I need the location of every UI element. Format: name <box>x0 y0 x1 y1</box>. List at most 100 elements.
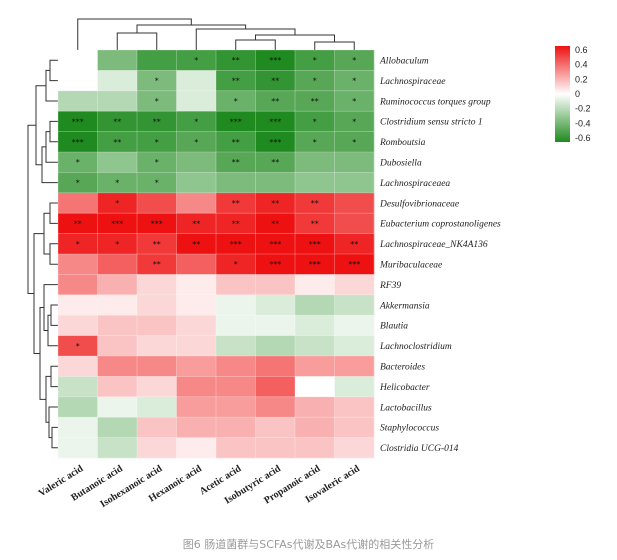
significance-mark: *** <box>151 219 163 228</box>
heatmap-cell <box>58 233 98 255</box>
heatmap-cell <box>137 70 177 92</box>
heatmap-cell <box>97 213 138 234</box>
significance-mark: * <box>155 138 159 147</box>
significance-mark: ** <box>113 117 121 126</box>
row-label: Clostridium sensu stricto 1 <box>380 118 483 128</box>
significance-mark: ** <box>232 77 240 86</box>
significance-mark: ** <box>271 158 279 167</box>
significance-mark: * <box>352 138 356 147</box>
significance-mark: ** <box>311 199 319 208</box>
dendrogram-branch <box>35 85 46 166</box>
row-label: Akkermansia <box>379 301 430 311</box>
heatmap-cell <box>58 50 98 71</box>
dendrogram-branch <box>50 304 58 326</box>
heatmap-cell <box>255 417 296 438</box>
heatmap-cell <box>216 233 256 255</box>
heatmap-cell <box>216 70 256 92</box>
heatmap-cell <box>255 356 296 377</box>
heatmap-cell <box>295 111 335 132</box>
heatmap-cell <box>137 90 177 112</box>
row-label: Lachnoclostridium <box>379 342 452 352</box>
significance-mark: ** <box>153 260 161 269</box>
heatmap-cell <box>295 396 335 418</box>
significance-mark: * <box>155 179 159 188</box>
row-label: Desulfovibrionaceae <box>379 198 459 209</box>
heatmap-cell <box>255 172 296 194</box>
significance-mark: * <box>352 117 356 126</box>
heatmap-cell <box>137 294 177 316</box>
significance-mark: *** <box>111 219 123 228</box>
heatmap-cell <box>295 213 335 234</box>
color-scale-tick-label: 0.2 <box>575 74 588 84</box>
significance-mark: * <box>313 117 317 126</box>
significance-mark: *** <box>269 260 281 269</box>
heatmap-cell <box>58 437 98 459</box>
row-label: Lactobacillus <box>379 403 432 413</box>
heatmap-cell <box>216 50 256 71</box>
heatmap-cell <box>137 172 177 194</box>
heatmap-cell <box>97 396 138 418</box>
heatmap-cell <box>176 396 217 418</box>
heatmap-cell <box>137 254 177 275</box>
significance-mark: ** <box>192 240 200 249</box>
heatmap-cell <box>295 192 335 214</box>
heatmap-cell <box>97 131 138 153</box>
heatmap-cell <box>255 90 296 112</box>
heatmap-cell <box>334 356 375 377</box>
heatmap-cell <box>255 233 296 255</box>
heatmap-cell <box>176 50 217 71</box>
heatmap-cell <box>216 376 256 398</box>
significance-mark: ** <box>232 56 240 65</box>
significance-mark: ** <box>232 199 240 208</box>
dendrogram-branch <box>43 212 50 255</box>
heatmap-cell <box>295 315 335 336</box>
heatmap-cell <box>334 192 375 214</box>
heatmap-cell <box>334 50 375 71</box>
heatmap-cell <box>137 50 177 71</box>
dendrogram-branch <box>50 365 58 388</box>
heatmap-cell <box>334 335 375 357</box>
heatmap-cell <box>176 213 217 234</box>
heatmap-cells <box>57 49 375 459</box>
heatmap-cell <box>216 131 256 153</box>
heatmap-cell <box>176 417 217 438</box>
heatmap-cell <box>58 376 98 398</box>
color-scale-tick-label: 0.4 <box>575 60 588 70</box>
heatmap-cell <box>137 131 177 153</box>
heatmap-cell <box>255 111 296 132</box>
row-label: Blautia <box>380 322 408 332</box>
heatmap-cell <box>216 356 256 377</box>
significance-mark: *** <box>72 138 84 147</box>
heatmap-cell <box>334 376 375 398</box>
dendrogram-branch <box>41 146 58 184</box>
heatmap-cell <box>334 172 375 194</box>
figure-caption: 图6 肠道菌群与SCFAs代谢及BAs代谢的相关性分析 <box>182 538 435 551</box>
significance-mark: * <box>234 260 238 269</box>
significance-mark: ** <box>311 219 319 228</box>
heatmap-cell <box>176 152 217 173</box>
heatmap-cell <box>58 90 98 112</box>
heatmap-cell <box>176 315 217 336</box>
heatmap-cell <box>58 172 98 194</box>
dendrogram-branch <box>47 314 58 347</box>
heatmap-cell <box>58 152 98 173</box>
heatmap-cell <box>97 294 138 316</box>
color-scale-tick-label: -0.4 <box>575 118 591 128</box>
significance-mark: *** <box>269 117 281 126</box>
significance-mark: * <box>313 56 317 65</box>
significance-mark: * <box>194 138 198 147</box>
dendrogram-branch <box>45 69 58 102</box>
heatmap-cell <box>295 152 335 173</box>
heatmap-cell <box>137 356 177 377</box>
heatmap-cell <box>295 376 335 398</box>
heatmap-cell <box>58 335 98 357</box>
heatmap-cell <box>255 437 296 459</box>
heatmap-cell <box>255 213 296 234</box>
heatmap-cell <box>176 111 217 132</box>
heatmap-cell <box>216 111 256 132</box>
heatmap-cell <box>58 192 98 214</box>
significance-mark: * <box>76 240 80 249</box>
heatmap-cell <box>216 172 256 194</box>
significance-mark: *** <box>269 56 281 65</box>
heatmap-cell <box>334 396 375 418</box>
